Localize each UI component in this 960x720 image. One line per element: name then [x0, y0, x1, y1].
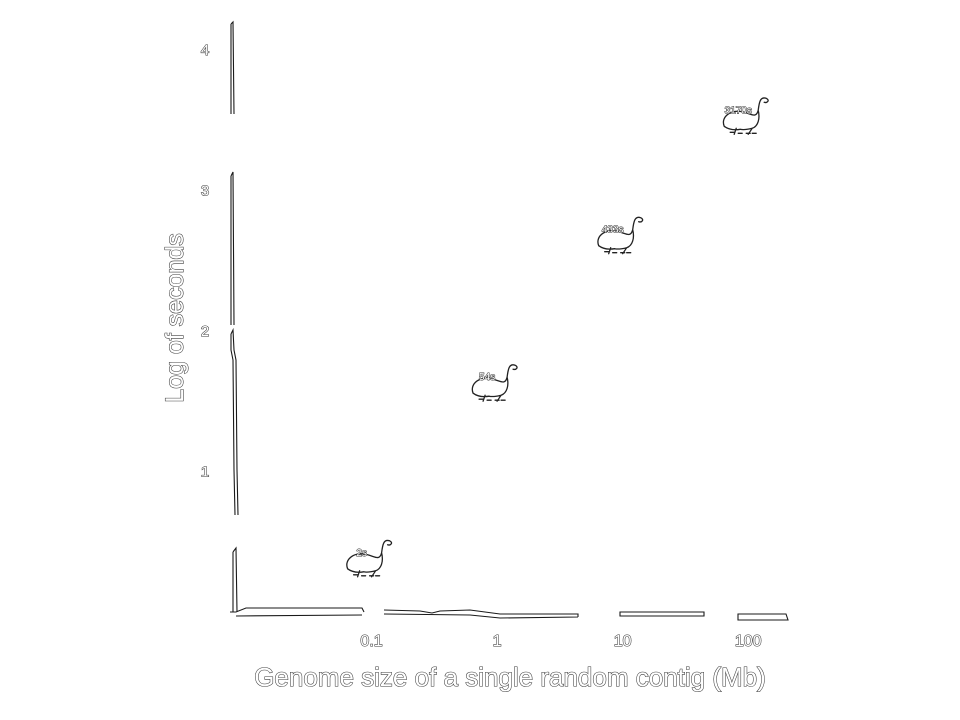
point-label: 2s — [356, 548, 367, 559]
y-tick-label: 1 — [201, 464, 209, 481]
dinosaur-feet — [729, 131, 757, 134]
data-point: 3170s — [722, 97, 769, 135]
x-axis-line — [230, 607, 789, 621]
y-ticks: 1 2 3 4 — [200, 42, 209, 482]
dinosaur-feet — [352, 574, 381, 577]
dinosaur-icon — [722, 97, 769, 135]
dinosaur-icon — [597, 216, 644, 255]
y-axis-label: Log of seconds — [161, 233, 189, 403]
y-axis-line — [230, 20, 239, 613]
y-tick-label: 4 — [201, 42, 209, 59]
x-tick-label: 10 — [614, 633, 632, 650]
dinosaur-feet — [478, 398, 506, 401]
dinosaur-feet — [604, 251, 632, 254]
data-point: 54s — [471, 364, 518, 402]
x-tick-label: 0.1 — [360, 633, 382, 650]
y-tick-label: 2 — [201, 323, 209, 340]
x-ticks: 0.1 1 10 100 — [360, 632, 762, 650]
points: 2s 54s 433s 3170s — [346, 97, 769, 578]
data-point: 433s — [597, 216, 644, 255]
point-label: 433s — [602, 225, 624, 236]
x-tick-label: 100 — [735, 633, 762, 650]
axes — [230, 20, 789, 621]
dinosaur-icon — [471, 364, 518, 402]
point-label: 3170s — [725, 105, 752, 116]
point-label: 54s — [479, 372, 495, 383]
dinosaur-icon — [346, 539, 393, 578]
data-point: 2s — [346, 539, 393, 578]
x-axis-label: Genome size of a single random contig (M… — [254, 662, 766, 692]
x-tick-label: 1 — [493, 633, 502, 650]
y-tick-label: 3 — [201, 183, 209, 200]
